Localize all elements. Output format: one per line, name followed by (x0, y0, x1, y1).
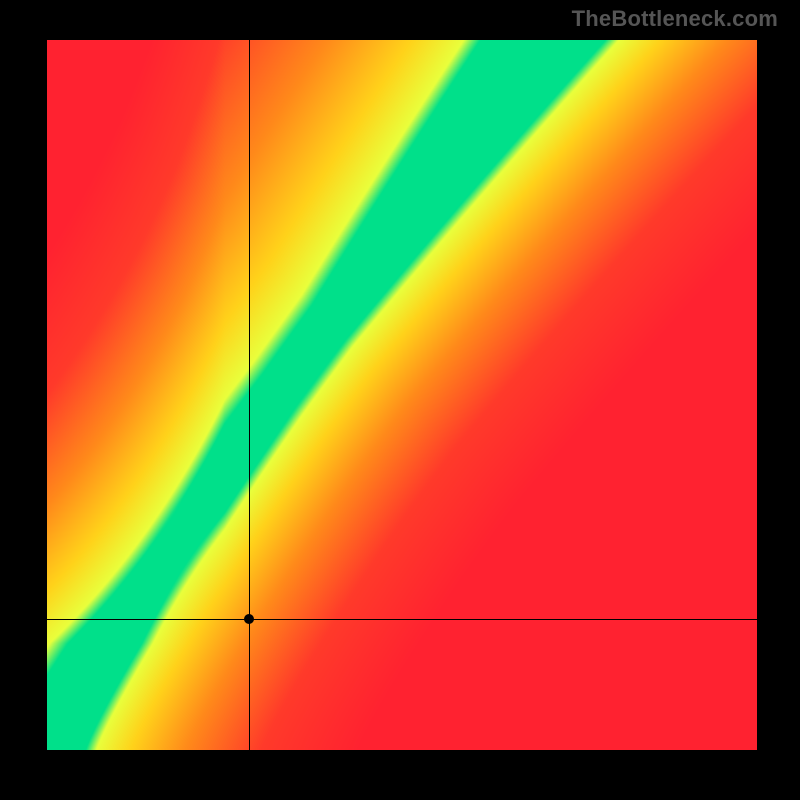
selection-marker (244, 614, 254, 624)
bottleneck-heatmap (47, 40, 757, 750)
crosshair-horizontal (47, 619, 757, 620)
watermark-label: TheBottleneck.com (572, 6, 778, 32)
crosshair-vertical (249, 40, 250, 750)
chart-stage: TheBottleneck.com (0, 0, 800, 800)
